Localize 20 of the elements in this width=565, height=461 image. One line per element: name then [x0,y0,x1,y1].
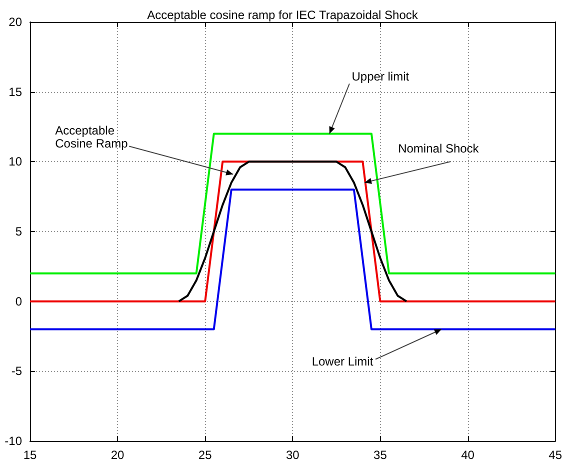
line-series [178,160,408,302]
x-tick-label: 30 [286,448,300,461]
x-tick-label: 20 [110,448,125,461]
y-tick-label: 15 [8,84,22,99]
annotation: Acceptable Cosine Ramp [55,124,128,151]
chart-title: Acceptable cosine ramp for IEC Trapazoidal Shock [147,8,419,22]
x-tick-label: 35 [374,448,388,461]
y-tick-label: -5 [11,364,22,378]
y-tick-label: 20 [8,15,22,29]
annotation: Lower Limit [312,354,374,368]
x-tick-label: 15 [23,448,37,461]
y-tick-label: 5 [15,224,22,238]
annotation: Upper limit [352,70,410,84]
x-tick-label: 45 [548,448,562,461]
x-tick-label: 40 [461,448,475,461]
y-tick-label: -10 [4,434,22,448]
x-tick-label: 25 [198,448,212,461]
y-tick-label: 0 [15,294,22,308]
annotation: Nominal Shock [398,142,480,156]
y-tick-label: 10 [8,154,22,169]
